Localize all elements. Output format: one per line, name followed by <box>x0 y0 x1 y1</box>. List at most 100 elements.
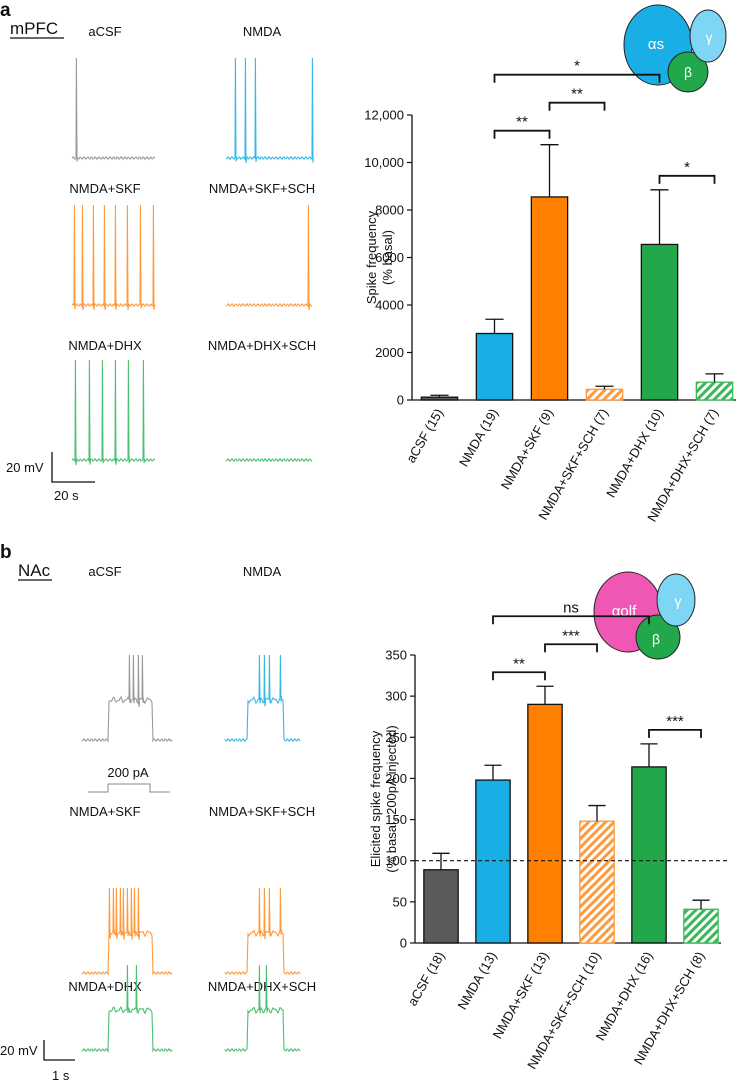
y-tick-label: 200 <box>385 771 407 786</box>
x-tick-label: NMDA (13) <box>454 949 499 1012</box>
y-axis-label: Spike frequency(% basal) <box>364 210 395 304</box>
bar <box>423 869 459 944</box>
bar <box>683 908 719 944</box>
panel-letter: a <box>0 0 11 21</box>
x-tick-label: NMDA+SKF (9) <box>498 406 556 492</box>
trace-label: NMDA <box>243 24 282 39</box>
significance-bracket <box>648 728 702 738</box>
trace-label: NMDA+DHX <box>68 979 142 994</box>
x-tick-label: NMDA (19) <box>456 406 501 469</box>
significance-bracket <box>493 129 551 139</box>
y-tick-label: 250 <box>385 730 407 745</box>
trace <box>225 57 315 164</box>
significance-bracket <box>492 615 650 625</box>
trace <box>225 457 313 463</box>
trace <box>224 654 301 743</box>
trace <box>225 204 313 311</box>
trace <box>71 57 156 162</box>
bar <box>475 332 514 401</box>
bar <box>579 820 615 944</box>
significance-label: * <box>574 58 580 75</box>
trace-label: aCSF <box>88 564 121 579</box>
trace-label: NMDA <box>243 564 282 579</box>
region-label: NAc <box>18 561 51 580</box>
trace-label: aCSF <box>88 24 121 39</box>
x-tick-label: NMDA+DHX (10) <box>603 406 666 500</box>
y-tick-label: 150 <box>385 812 407 827</box>
significance-bracket <box>493 73 661 83</box>
y-tick-label: 8000 <box>375 203 404 218</box>
significance-bracket <box>492 671 546 681</box>
significance-label: ** <box>571 86 583 103</box>
significance-bracket <box>544 643 598 653</box>
trace-label: NMDA+SKF+SCH <box>209 181 315 196</box>
y-tick-label: 10,000 <box>364 155 404 170</box>
x-tick-label: aCSF (18) <box>405 949 448 1008</box>
scale-label: 1 s <box>52 1068 70 1083</box>
panel-letter: b <box>0 542 12 563</box>
scale-label: 20 mV <box>0 1043 38 1058</box>
trace <box>224 964 301 1053</box>
significance-label: *** <box>666 713 684 730</box>
significance-bracket <box>548 101 606 111</box>
trace-label: NMDA+DHX+SCH <box>208 979 316 994</box>
x-tick-label: aCSF (15) <box>403 406 446 465</box>
subunit-label: β <box>684 64 692 80</box>
y-tick-label: 2000 <box>375 345 404 360</box>
g-protein-diagram: αolf β γ <box>593 571 696 660</box>
significance-bracket <box>658 174 716 184</box>
bar <box>530 196 569 401</box>
y-tick-label: 100 <box>385 853 407 868</box>
trace <box>71 359 156 466</box>
y-tick-label: 300 <box>385 689 407 704</box>
y-tick-label: 4000 <box>375 298 404 313</box>
y-tick-label: 50 <box>393 894 407 909</box>
stimulus-label: 200 pA <box>107 765 149 780</box>
y-axis-label: Elicited spike frequency(% basal, 200pA … <box>368 725 399 872</box>
x-tick-label: NMDA+DHX (16) <box>593 949 656 1043</box>
bar <box>695 381 734 401</box>
scale-bar <box>43 1040 75 1061</box>
scale-bar <box>51 452 95 483</box>
trace <box>71 204 156 311</box>
y-axis-label-line: (% basal, 200pA injected) <box>384 725 399 872</box>
trace-label: NMDA+SKF <box>69 181 140 196</box>
bar <box>631 766 667 944</box>
y-tick-label: 350 <box>385 648 407 663</box>
subunit-label: β <box>652 631 660 647</box>
bar <box>420 396 459 401</box>
y-axis-label-line: Elicited spike frequency <box>368 730 383 867</box>
scale-label: 20 s <box>54 488 79 503</box>
region-label: mPFC <box>10 19 58 38</box>
significance-label: * <box>684 159 690 176</box>
scale-label: 20 mV <box>6 460 44 475</box>
significance-label: ** <box>513 655 525 672</box>
subunit-label: γ <box>675 593 682 609</box>
significance-label: ** <box>516 114 528 131</box>
trace <box>224 887 301 976</box>
bar <box>585 388 624 401</box>
significance-label: *** <box>562 627 580 644</box>
y-tick-label: 0 <box>397 393 404 408</box>
trace-label: NMDA+SKF <box>69 804 140 819</box>
bar <box>527 703 563 944</box>
subunit-label: αs <box>648 36 664 53</box>
bar <box>475 779 511 944</box>
trace-label: NMDA+DHX <box>68 338 142 353</box>
y-tick-label: 12,000 <box>364 108 404 123</box>
x-tick-label: NMDA+SKF (13) <box>490 949 552 1041</box>
y-tick-label: 6000 <box>375 250 404 265</box>
trace-label: NMDA+DHX+SCH <box>208 338 316 353</box>
stimulus-step <box>88 783 170 793</box>
trace <box>81 964 173 1053</box>
trace <box>81 654 173 743</box>
subunit-label: αolf <box>612 603 637 620</box>
trace-label: NMDA+SKF+SCH <box>209 804 315 819</box>
subunit-label: γ <box>706 29 713 45</box>
bar <box>640 243 679 401</box>
y-axis-label-line: (% basal) <box>380 230 395 285</box>
trace <box>81 887 173 976</box>
y-axis-label-line: Spike frequency <box>364 210 379 304</box>
significance-label: ns <box>563 599 579 616</box>
